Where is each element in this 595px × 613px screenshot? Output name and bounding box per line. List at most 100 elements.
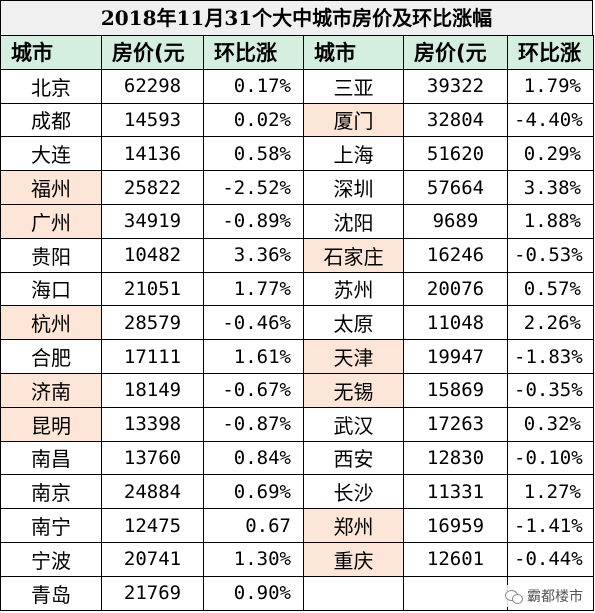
header-price-2: 房价(元 — [403, 35, 508, 70]
change-cell: -0.53% — [507, 237, 594, 273]
city-cell: 大连 — [0, 136, 102, 172]
city-cell: 福州 — [0, 170, 102, 205]
city-cell: 天津 — [303, 339, 404, 374]
change-cell: 1.88% — [507, 203, 594, 239]
brand-watermark: 霸都楼市 — [501, 585, 587, 607]
table-row: 北京 62298 0.17% 三亚 39322 1.79% — [0, 68, 594, 104]
city-cell: 郑州 — [303, 508, 404, 543]
change-cell: 1.79% — [507, 68, 594, 104]
change-cell: 1.30% — [203, 541, 304, 577]
change-cell: 2.26% — [507, 305, 594, 341]
table-row: 杭州 28579 -0.46% 太原 11048 2.26% — [0, 305, 594, 341]
header-change-2: 环比涨 — [507, 35, 594, 70]
city-cell: 合肥 — [0, 339, 102, 374]
price-cell: 21051 — [101, 271, 204, 307]
table-row: 成都 14593 0.02% 厦门 32804 -4.40% — [0, 102, 594, 138]
brand-text: 霸都楼市 — [527, 589, 583, 605]
table-row: 昆明 13398 -0.87% 武汉 17263 0.32% — [0, 406, 594, 442]
table-row: 南昌 13760 0.84% 西安 12830 -0.10% — [0, 440, 594, 476]
price-cell: 24884 — [101, 474, 204, 510]
city-cell: 重庆 — [303, 541, 404, 577]
city-cell: 贵阳 — [0, 237, 102, 273]
change-cell: 1.77% — [203, 271, 304, 307]
price-cell: 17111 — [101, 339, 204, 374]
change-cell: 0.57% — [507, 271, 594, 307]
change-cell: 0.02% — [203, 102, 304, 138]
city-cell: 南昌 — [0, 440, 102, 476]
table-title: 2018年11月31个大中城市房价及环比涨幅 — [0, 0, 593, 36]
price-cell: 32804 — [403, 102, 508, 138]
city-cell: 无锡 — [303, 372, 404, 408]
header-city-2: 城市 — [303, 35, 404, 70]
city-cell: 济南 — [0, 372, 102, 408]
city-cell: 太原 — [303, 305, 404, 341]
city-cell: 武汉 — [303, 406, 404, 442]
change-cell: -2.52% — [203, 170, 304, 205]
price-cell: 11331 — [403, 474, 508, 510]
change-cell: -0.67% — [203, 372, 304, 408]
price-table: 城市 房价(元 环比涨 城市 房价(元 环比涨 北京 62298 0.17% 三亚 39… — [0, 35, 594, 611]
table-row: 南宁 12475 0.67 郑州 16959 -1.41% — [0, 508, 594, 543]
city-cell: 宁波 — [0, 541, 102, 577]
price-cell: 16246 — [403, 237, 508, 273]
price-cell: 10482 — [101, 237, 204, 273]
table-row: 贵阳 10482 3.36% 石家庄 16246 -0.53% — [0, 237, 594, 273]
price-cell: 20076 — [403, 271, 508, 307]
price-cell: 14593 — [101, 102, 204, 138]
price-cell: 34919 — [101, 203, 204, 239]
city-cell: 石家庄 — [303, 237, 404, 273]
city-cell: 广州 — [0, 203, 102, 239]
table-row: 广州 34919 -0.89% 沈阳 9689 1.88% — [0, 203, 594, 239]
price-cell: 16959 — [403, 508, 508, 543]
change-cell: 0.84% — [203, 440, 304, 476]
change-cell: 1.61% — [203, 339, 304, 374]
price-cell: 14136 — [101, 136, 204, 172]
price-cell: 13398 — [101, 406, 204, 442]
city-cell: 青岛 — [0, 575, 102, 611]
change-cell: 0.69% — [203, 474, 304, 510]
price-cell: 21769 — [101, 575, 204, 611]
city-cell: 厦门 — [303, 102, 404, 138]
header-price-1: 房价(元 — [101, 35, 204, 70]
change-cell: -0.46% — [203, 305, 304, 341]
city-cell: 苏州 — [303, 271, 404, 307]
city-cell: 杭州 — [0, 305, 102, 341]
price-cell: 62298 — [101, 68, 204, 104]
city-cell: 沈阳 — [303, 203, 404, 239]
city-cell: 南京 — [0, 474, 102, 510]
price-cell: 12475 — [101, 508, 204, 543]
change-cell: 0.29% — [507, 136, 594, 172]
city-cell — [303, 575, 404, 611]
price-cell: 12830 — [403, 440, 508, 476]
price-cell: 15869 — [403, 372, 508, 408]
price-cell: 20741 — [101, 541, 204, 577]
price-cell: 12601 — [403, 541, 508, 577]
price-cell: 19947 — [403, 339, 508, 374]
city-cell: 成都 — [0, 102, 102, 138]
city-cell: 西安 — [303, 440, 404, 476]
price-cell: 51620 — [403, 136, 508, 172]
table-row: 大连 14136 0.58% 上海 51620 0.29% — [0, 136, 594, 172]
city-cell: 南宁 — [0, 508, 102, 543]
change-cell: 3.38% — [507, 170, 594, 205]
change-cell: 0.17% — [203, 68, 304, 104]
table-row: 合肥 17111 1.61% 天津 19947 -1.83% — [0, 339, 594, 374]
price-cell — [403, 575, 508, 611]
table-row: 福州 25822 -2.52% 深圳 57664 3.38% — [0, 170, 594, 205]
header-change-1: 环比涨 — [203, 35, 304, 70]
change-cell: -1.41% — [507, 508, 594, 543]
change-cell: 0.58% — [203, 136, 304, 172]
change-cell: -1.83% — [507, 339, 594, 374]
city-cell: 三亚 — [303, 68, 404, 104]
price-cell: 18149 — [101, 372, 204, 408]
change-cell: 1.27% — [507, 474, 594, 510]
change-cell: -0.10% — [507, 440, 594, 476]
change-cell: 0.32% — [507, 406, 594, 442]
change-cell: 0.67 — [203, 508, 304, 543]
change-cell: -0.89% — [203, 203, 304, 239]
table-row: 海口 21051 1.77% 苏州 20076 0.57% — [0, 271, 594, 307]
change-cell: -4.40% — [507, 102, 594, 138]
price-cell: 28579 — [101, 305, 204, 341]
price-cell: 17263 — [403, 406, 508, 442]
